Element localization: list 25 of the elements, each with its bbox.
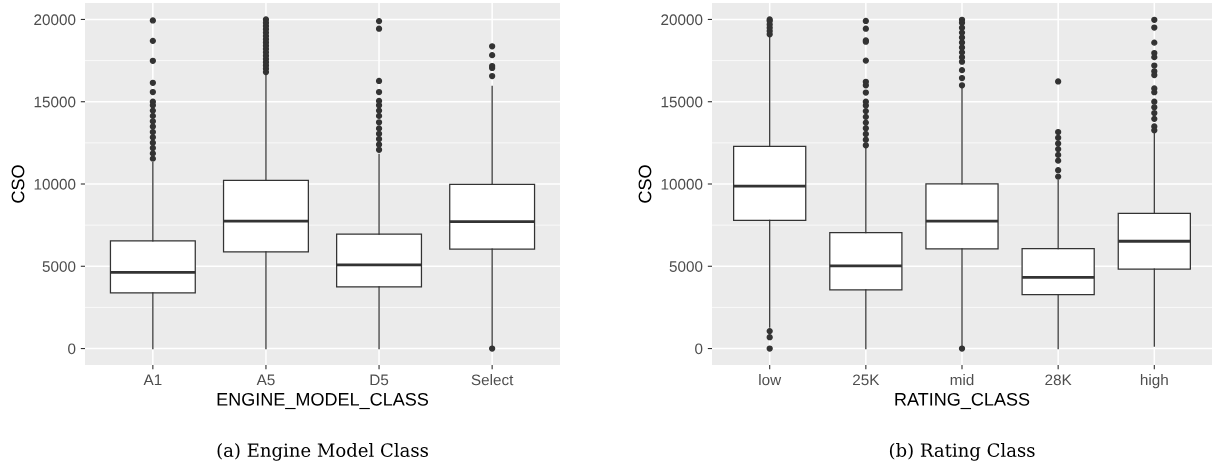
y-axis-title: CSO	[638, 165, 652, 203]
x-axis-title: RATING_CLASS	[895, 392, 1030, 410]
x-tick-label: Select	[471, 374, 514, 386]
x-tick-label: 28K	[1045, 374, 1072, 386]
y-tick-label: 0	[68, 343, 76, 355]
y-tick-label: 15000	[661, 96, 703, 108]
x-tick-label: 25K	[853, 374, 880, 386]
x-axis-title: ENGINE_MODEL_CLASS	[217, 392, 429, 410]
text: (a) Engine Model Class	[217, 443, 428, 461]
x-tick-label: high	[1140, 374, 1168, 389]
y-tick-label: 0	[695, 343, 703, 355]
x-tick-label: low	[759, 374, 782, 386]
y-tick-label: 5000	[669, 261, 703, 272]
x-tick-label: A5	[256, 374, 275, 386]
y-tick-label: 20000	[34, 14, 76, 26]
text: (b) Rating Class	[889, 443, 1035, 461]
x-tick-label: A1	[143, 374, 162, 386]
y-tick-label: 10000	[34, 178, 76, 190]
y-tick-label: 5000	[42, 261, 76, 272]
y-axis-title: CSO	[11, 165, 25, 203]
y-tick-label: 15000	[34, 96, 76, 108]
x-tick-label: D5	[370, 374, 389, 386]
y-tick-label: 10000	[661, 178, 703, 190]
x-tick-label: mid	[950, 374, 974, 386]
y-tick-label: 20000	[661, 14, 703, 26]
